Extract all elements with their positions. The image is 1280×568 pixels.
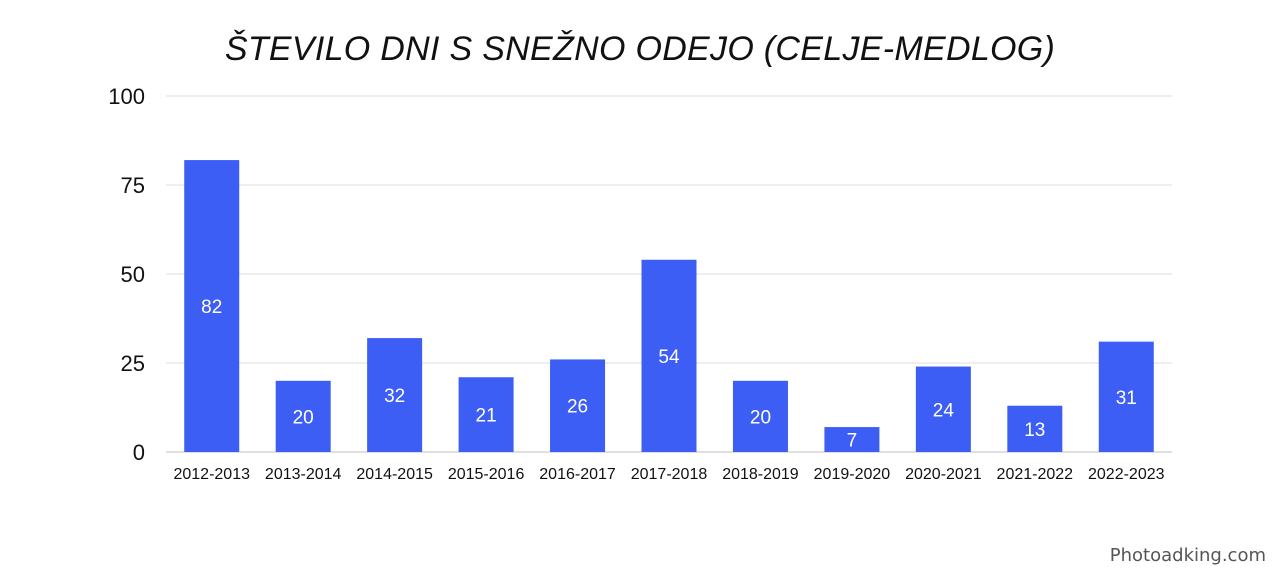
bar-2014-2015 — [367, 338, 423, 452]
y-tick-label: 100 — [108, 84, 145, 109]
chart-title: ŠTEVILO DNI S SNEŽNO ODEJO (CELJE-MEDLOG… — [224, 30, 1056, 68]
bar-data-label: 24 — [933, 400, 955, 421]
x-axis-ticks: 2012-2013 2013-2014 2014-2015 2015-2016 2016… — [173, 466, 1164, 483]
bar-data-label: 26 — [567, 397, 588, 418]
bar-data-label: 82 — [201, 297, 222, 318]
bar-2022-2023 — [1098, 341, 1154, 452]
bars: 82 20 32 21 26 54 20 7 24 13 31 — [184, 160, 1154, 452]
y-tick-label: 0 — [133, 440, 145, 465]
bar-data-label: 54 — [658, 347, 680, 368]
bar-2015-2016 — [458, 377, 514, 452]
bar-2021-2022 — [1007, 405, 1063, 452]
bar-data-label: 20 — [293, 407, 314, 428]
y-axis-ticks: 0 25 50 75 100 — [108, 84, 145, 465]
x-tick-label: 2022-2023 — [1088, 466, 1165, 483]
x-tick-label: 2013-2014 — [265, 466, 342, 483]
bar-2019-2020 — [824, 427, 880, 452]
y-tick-label: 25 — [121, 351, 145, 376]
watermark-text: Photoadking.com — [1109, 545, 1266, 566]
bar-2012-2013 — [184, 160, 240, 452]
x-tick-label: 2015-2016 — [448, 466, 525, 483]
bar-data-label: 20 — [750, 407, 771, 428]
y-tick-label: 75 — [121, 173, 145, 198]
x-tick-label: 2018-2019 — [722, 466, 799, 483]
x-tick-label: 2014-2015 — [356, 466, 433, 483]
y-tick-label: 50 — [121, 262, 145, 287]
x-tick-label: 2017-2018 — [631, 466, 708, 483]
bar-2020-2021 — [915, 366, 971, 452]
bar-data-label: 7 — [847, 431, 858, 452]
x-tick-label: 2020-2021 — [905, 466, 982, 483]
bar-2018-2019 — [732, 380, 788, 452]
x-tick-label: 2016-2017 — [539, 466, 616, 483]
bar-data-label: 31 — [1116, 388, 1137, 409]
bar-data-label: 13 — [1024, 420, 1045, 441]
bar-2016-2017 — [550, 359, 606, 452]
bar-2017-2018 — [641, 259, 697, 452]
bar-data-label: 32 — [384, 386, 405, 407]
x-tick-label: 2012-2013 — [173, 466, 250, 483]
x-tick-label: 2019-2020 — [814, 466, 891, 483]
bar-data-label: 21 — [476, 406, 497, 427]
x-tick-label: 2021-2022 — [997, 466, 1074, 483]
bar-2013-2014 — [275, 380, 331, 452]
